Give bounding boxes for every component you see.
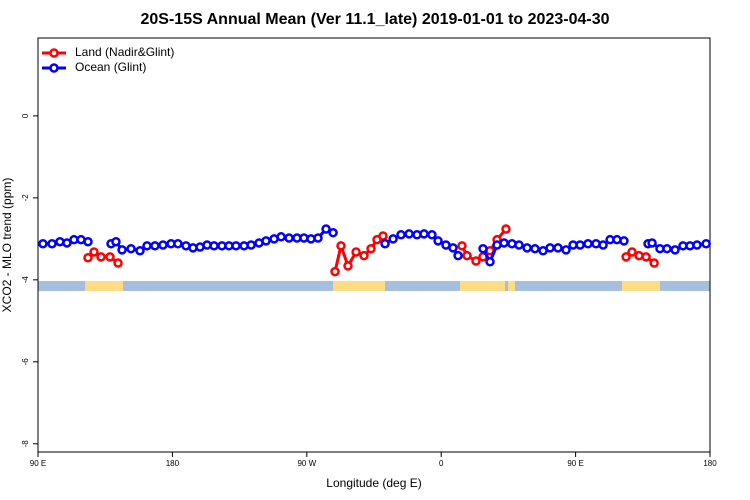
data-point <box>561 245 571 255</box>
data-point <box>462 250 472 261</box>
data-point <box>47 239 57 249</box>
data-point <box>433 236 443 246</box>
x-tick-label: 180 <box>703 459 717 468</box>
legend-marker <box>49 48 59 58</box>
data-point <box>330 266 340 277</box>
data-point <box>126 243 136 254</box>
land-band <box>460 281 505 291</box>
data-point <box>388 234 398 244</box>
land-band <box>508 281 515 291</box>
data-point <box>173 239 183 249</box>
data-point <box>209 241 219 251</box>
data-point <box>448 243 458 253</box>
data-point <box>641 252 651 262</box>
data-point <box>284 233 294 243</box>
legend-marker <box>49 63 59 73</box>
land-band <box>85 281 123 291</box>
data-point <box>158 240 168 250</box>
data-point <box>142 241 152 251</box>
y-axis-label: XCO2 - MLO trend (ppm) <box>0 178 14 313</box>
data-point <box>427 230 437 240</box>
data-point <box>378 231 388 241</box>
data-point <box>246 240 256 250</box>
data-point <box>701 239 711 249</box>
data-point <box>583 239 593 249</box>
x-tick-label: 0 <box>439 459 444 468</box>
data-point <box>231 241 241 251</box>
data-point <box>478 243 488 254</box>
data-point <box>575 240 585 250</box>
data-point <box>501 224 511 234</box>
data-point <box>670 245 680 255</box>
data-point <box>419 229 429 239</box>
y-tick-label: -2 <box>21 194 30 202</box>
data-point <box>111 236 121 247</box>
data-point <box>89 247 99 257</box>
data-point <box>692 240 702 250</box>
y-tick-label: -4 <box>21 276 30 284</box>
x-tick-label: 90 E <box>30 459 46 468</box>
data-point <box>647 238 657 248</box>
data-point <box>627 247 637 257</box>
data-point <box>514 240 524 250</box>
y-tick-label: -8 <box>21 440 30 448</box>
data-point <box>117 245 127 255</box>
data-point <box>499 238 509 248</box>
data-point <box>113 258 123 268</box>
legend-label: Ocean (Glint) <box>75 60 146 74</box>
legend-label: Land (Nadir&Glint) <box>75 45 174 59</box>
data-point <box>530 243 540 254</box>
data-point <box>404 229 414 239</box>
x-axis-label: Longitude (deg E) <box>326 476 421 490</box>
data-point <box>396 230 406 240</box>
data-point <box>522 243 532 253</box>
x-tick-label: 90 E <box>567 459 583 468</box>
data-point <box>261 236 271 246</box>
y-tick-label: 0 <box>21 113 30 118</box>
land-band <box>622 281 660 291</box>
data-point <box>83 252 93 263</box>
surface-band <box>38 281 710 291</box>
chart-title: 20S-15S Annual Mean (Ver 11.1_late) 2019… <box>141 11 610 28</box>
data-point <box>62 238 72 248</box>
data-point <box>276 232 286 242</box>
data-point <box>38 239 48 249</box>
data-point <box>83 236 93 247</box>
x-tick-label: 180 <box>166 459 180 468</box>
data-point <box>366 243 376 254</box>
data-point <box>96 252 106 262</box>
data-point <box>457 241 467 251</box>
data-point <box>471 256 481 266</box>
data-point <box>328 227 338 238</box>
y-tick-label: -6 <box>21 358 30 366</box>
data-point <box>313 233 323 243</box>
data-point <box>619 236 629 246</box>
data-point <box>336 241 346 251</box>
data-point <box>150 241 160 251</box>
data-point <box>135 245 145 256</box>
data-point <box>662 243 672 254</box>
land-band <box>333 281 385 291</box>
data-point <box>321 224 331 234</box>
data-point <box>380 239 390 249</box>
data-point <box>598 240 608 250</box>
data-point <box>485 257 495 267</box>
x-tick-label: 90 W <box>297 459 316 468</box>
data-point <box>359 250 369 261</box>
data-point <box>343 261 353 271</box>
data-point <box>453 250 463 261</box>
data-point <box>621 252 631 262</box>
data-point <box>105 252 115 262</box>
data-point <box>553 243 563 253</box>
data-point <box>545 243 555 253</box>
data-point <box>649 258 659 268</box>
data-point <box>351 247 361 257</box>
